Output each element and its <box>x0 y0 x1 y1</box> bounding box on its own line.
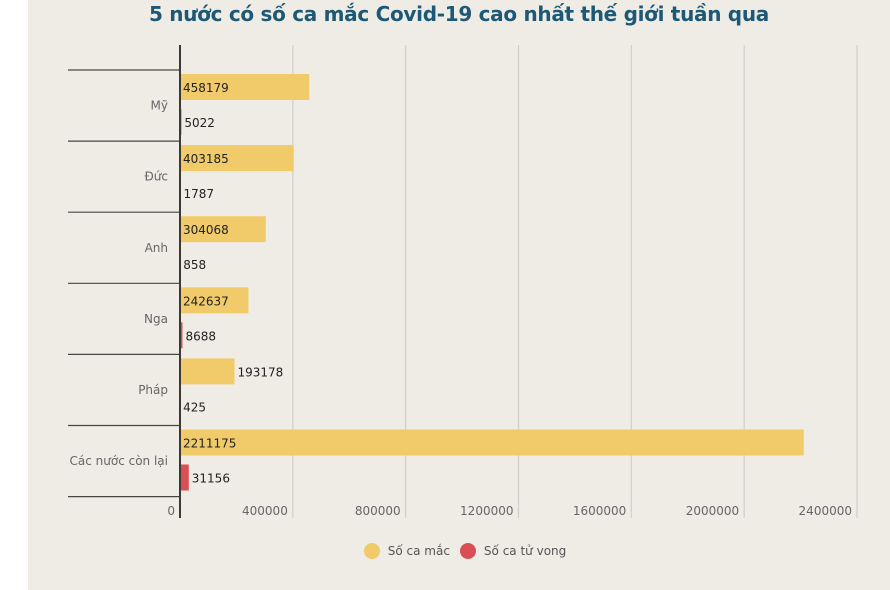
legend-item-cases[interactable]: Số ca mắc <box>363 543 450 559</box>
value-label-cases: 193178 <box>237 365 283 379</box>
category-label: Pháp <box>138 383 168 397</box>
value-label-deaths: 858 <box>183 258 206 272</box>
bar-cases <box>180 429 804 456</box>
legend-item-deaths[interactable]: Số ca tử vong <box>459 543 567 559</box>
value-label-cases: 242637 <box>183 294 229 308</box>
bar-cases <box>180 145 294 172</box>
category-label: Đức <box>144 170 168 184</box>
value-label-deaths: 5022 <box>184 116 215 130</box>
bar-cases <box>180 216 266 243</box>
legend-label-cases: Số ca mắc <box>387 544 450 558</box>
value-label-cases: 304068 <box>183 223 229 237</box>
x-tick-label: 2400000 <box>799 504 852 518</box>
value-label-deaths: 1787 <box>184 187 215 201</box>
value-label-deaths: 425 <box>183 400 206 414</box>
category-separators <box>68 69 180 498</box>
x-tick-label: 2000000 <box>686 504 739 518</box>
chart-title: 5 nước có số ca mắc Covid-19 cao nhất th… <box>149 2 769 26</box>
x-axis-ticks: 0 400000 800000 1200000 1600000 2000000 240000… <box>167 504 852 518</box>
value-label-deaths: 31156 <box>192 472 230 486</box>
bar-deaths <box>180 464 189 491</box>
category-label: Mỹ <box>151 99 168 113</box>
category-label: Nga <box>144 312 168 326</box>
category-label: Các nước còn lại <box>70 454 169 468</box>
value-label-cases: 458179 <box>183 81 229 95</box>
bar-cases <box>180 287 249 314</box>
x-tick-label: 1200000 <box>460 504 513 518</box>
legend-dot-cases-icon <box>363 543 380 559</box>
value-label-cases: 403185 <box>183 152 229 166</box>
bar-cases <box>180 74 310 100</box>
legend-dot-deaths-icon <box>459 543 476 559</box>
legend: Số ca mắc Số ca tử vong <box>0 543 890 559</box>
value-label-deaths: 8688 <box>185 329 216 343</box>
x-tick-label: 0 <box>167 504 175 518</box>
labels: Mỹ 458179 5022 Đức 403185 1787 Anh 304068 858 Nga… <box>70 81 284 486</box>
chart-background <box>28 0 890 590</box>
category-label: Anh <box>145 241 168 255</box>
bar-deaths <box>180 322 183 349</box>
bars <box>180 74 804 491</box>
x-tick-label: 1600000 <box>573 504 626 518</box>
legend-label-deaths: Số ca tử vong <box>483 544 567 558</box>
x-tick-label: 400000 <box>242 504 288 518</box>
bar-cases <box>180 358 235 385</box>
value-label-cases: 2211175 <box>183 437 236 451</box>
x-tick-label: 800000 <box>355 504 401 518</box>
